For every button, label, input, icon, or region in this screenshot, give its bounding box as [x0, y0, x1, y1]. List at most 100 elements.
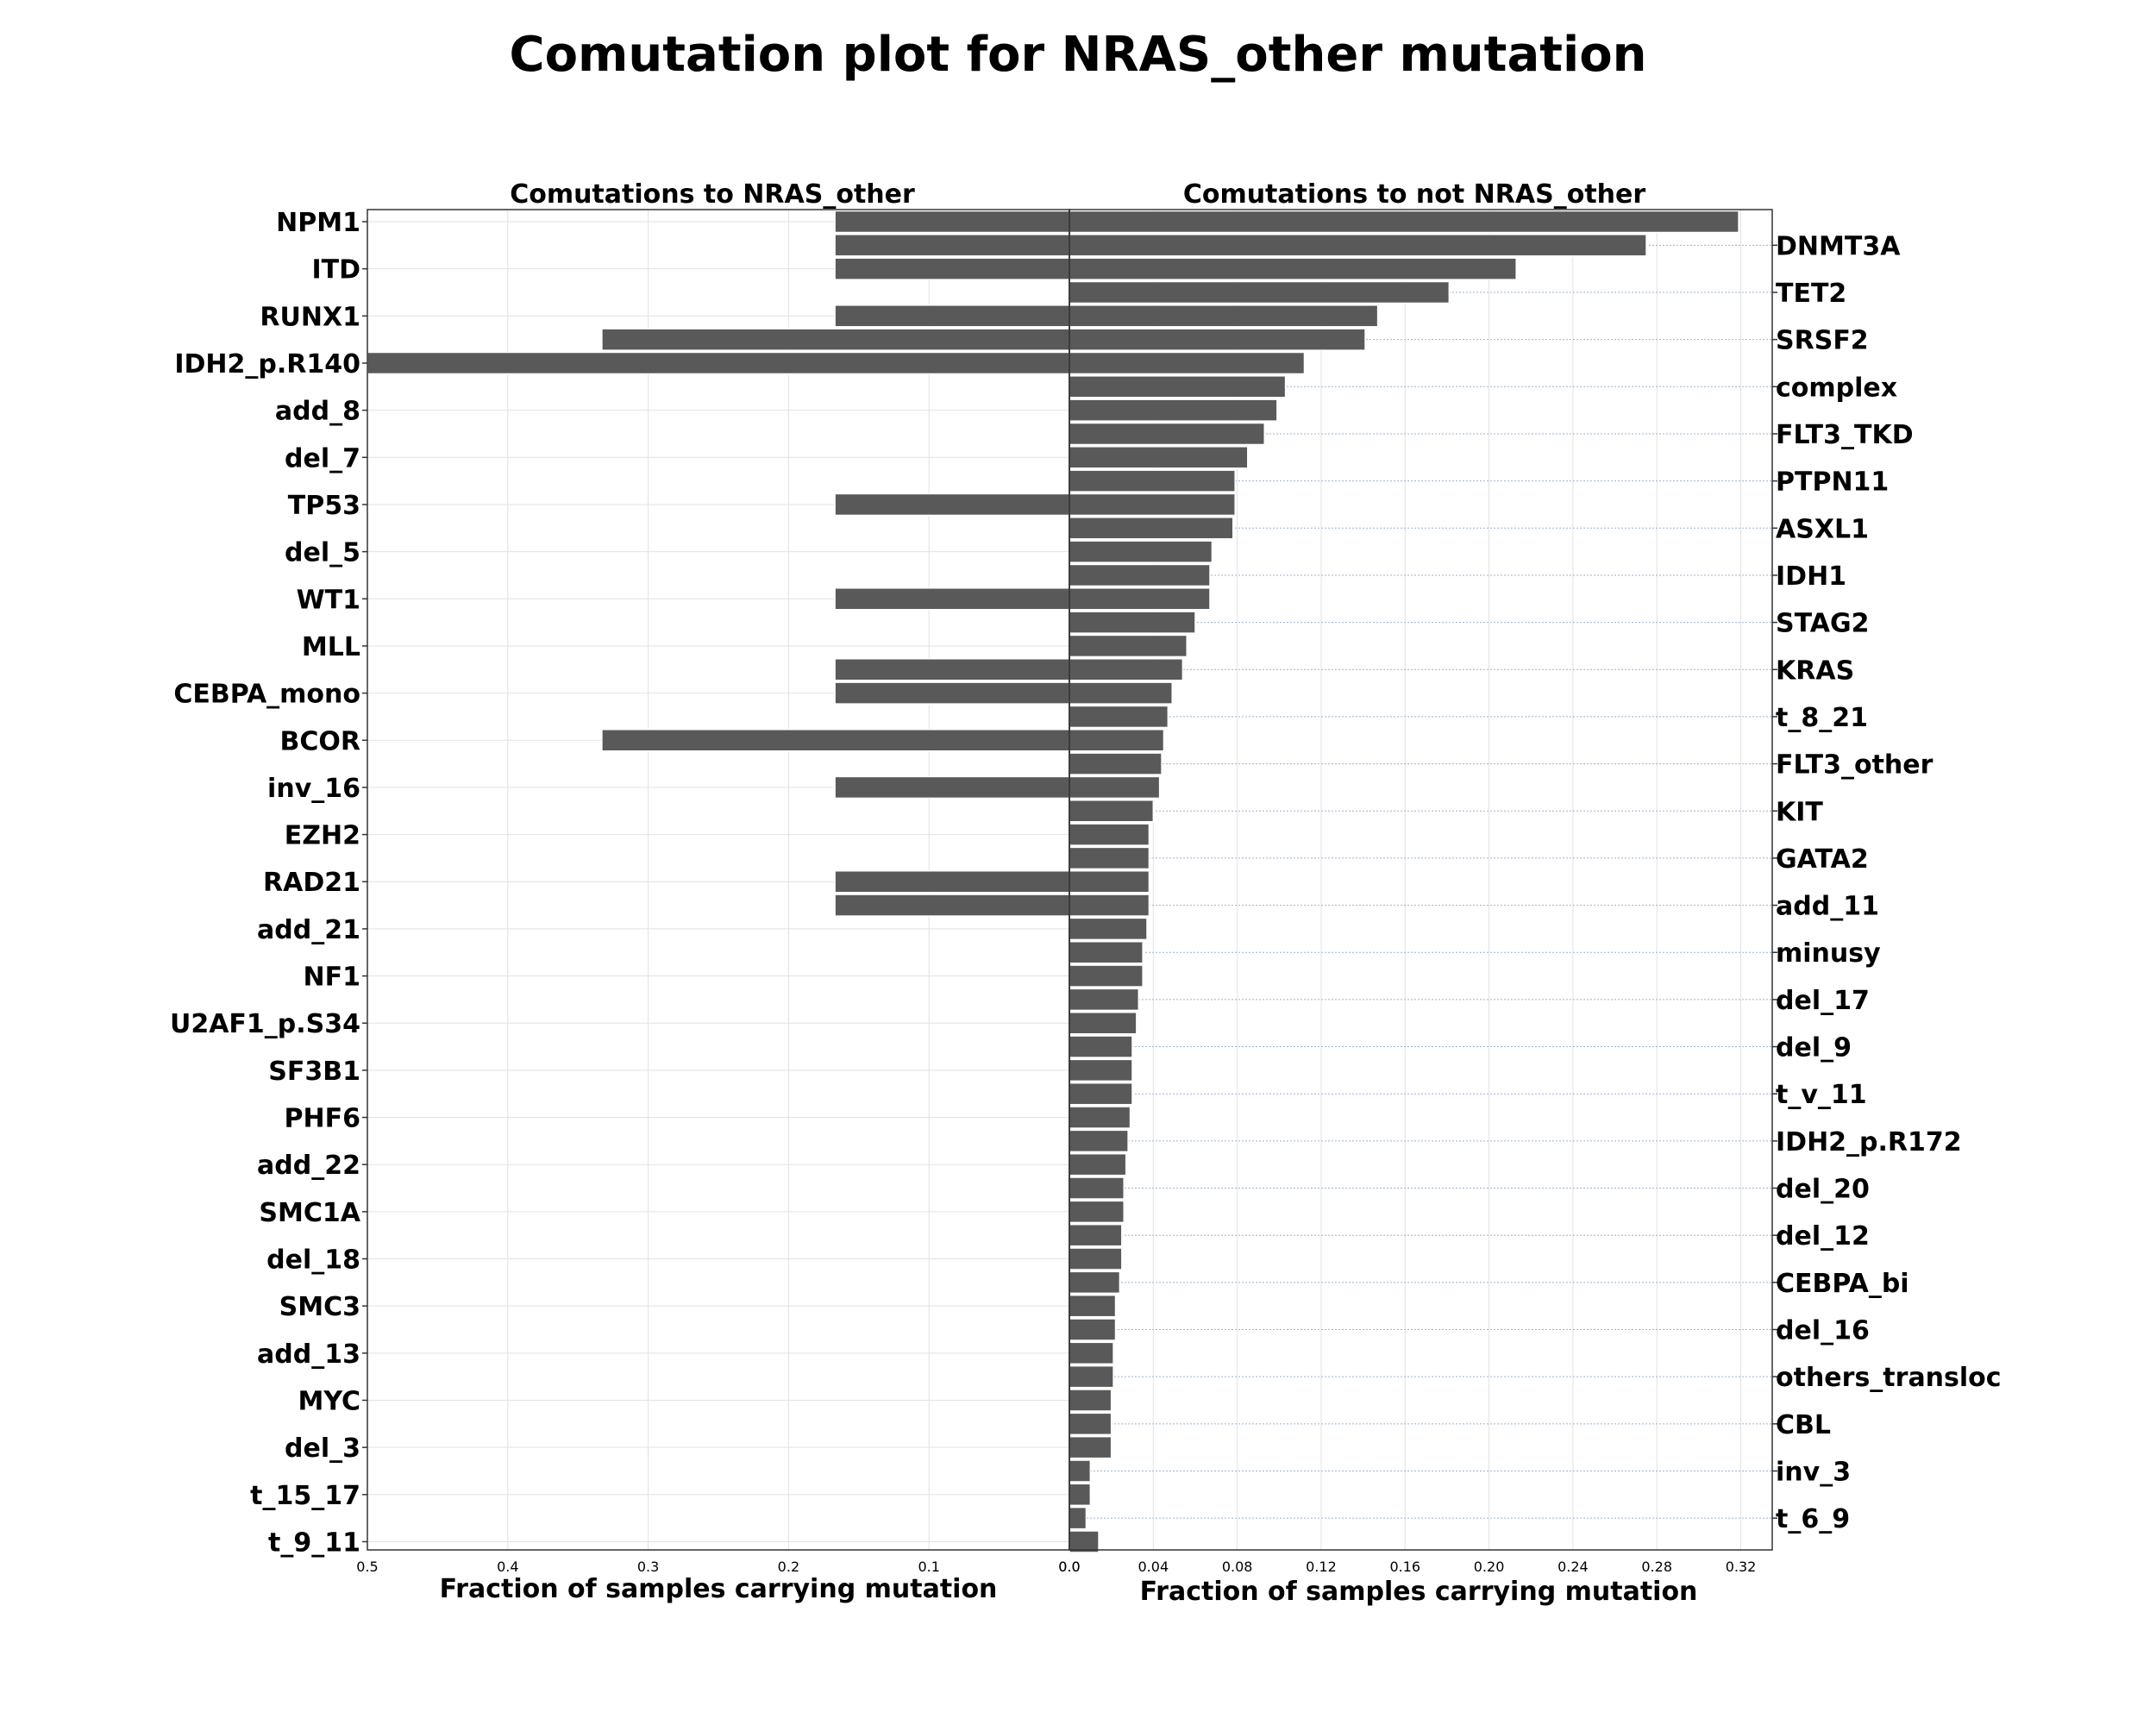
- left-category-label: RAD21: [263, 868, 360, 898]
- right-bar: [1069, 1058, 1133, 1082]
- right-category-label: complex: [1776, 373, 1897, 403]
- left-bar: [834, 257, 1070, 280]
- left-x-tick-label: 0.2: [778, 1559, 799, 1575]
- right-category-label: STAG2: [1776, 609, 1869, 639]
- right-panel-subtitle: Comutations to not NRAS_other: [1183, 179, 1646, 210]
- right-bar: [1069, 964, 1144, 988]
- right-bar: [1069, 1082, 1133, 1106]
- right-x-tick-label: 0.16: [1389, 1559, 1420, 1575]
- right-bar: [1069, 1294, 1117, 1318]
- right-bar: [1069, 1412, 1112, 1436]
- right-bar: [1069, 1506, 1087, 1530]
- left-category-label: EZH2: [285, 821, 360, 851]
- right-bar: [1069, 540, 1213, 563]
- right-category-label: CBL: [1776, 1410, 1831, 1440]
- right-bar: [1069, 1011, 1138, 1035]
- left-category-label: MLL: [302, 632, 360, 662]
- chart-title: Comutation plot for NRAS_other mutation: [509, 27, 1646, 83]
- right-bar: [1069, 869, 1150, 894]
- left-category-label: CEBPA_mono: [173, 680, 360, 710]
- left-bar: [367, 351, 1070, 375]
- right-tick-labels: 0.0 0.04 0.08 0.12 0.16 0.20 0.24 0.28 0.32: [1058, 1559, 1756, 1575]
- right-bar: [1069, 1270, 1121, 1295]
- right-category-label: del_12: [1776, 1221, 1870, 1251]
- right-x-tick-label: 0.0: [1058, 1559, 1080, 1575]
- right-bar: [1069, 563, 1211, 587]
- right-category-label: del_16: [1776, 1316, 1870, 1346]
- right-bar: [1069, 1435, 1112, 1459]
- left-bar: [834, 587, 1070, 611]
- left-bar: [834, 492, 1070, 517]
- right-bar: [1069, 752, 1163, 775]
- left-category-label: add_21: [257, 915, 360, 945]
- left-category-label: add_13: [257, 1339, 360, 1370]
- right-bar: [1069, 1129, 1129, 1153]
- left-bar: [834, 869, 1070, 894]
- left-bar: [834, 304, 1070, 328]
- right-category-label: CEBPA_bi: [1776, 1269, 1909, 1299]
- right-bar: [1069, 1459, 1092, 1483]
- left-category-label: MYC: [298, 1387, 360, 1417]
- left-bar: [834, 681, 1070, 705]
- left-category-label: ITD: [311, 255, 360, 285]
- left-category-label: IDH2_p.R140: [174, 349, 360, 380]
- right-bar: [1069, 1200, 1125, 1224]
- right-bar: [1069, 634, 1188, 658]
- left-bar: [601, 729, 1070, 752]
- left-bar: [601, 328, 1070, 351]
- right-bar: [1069, 492, 1236, 517]
- right-bar: [1069, 611, 1196, 634]
- right-bar: [1069, 1483, 1092, 1507]
- left-x-tick-label: 0.4: [497, 1559, 518, 1575]
- right-bar: [1069, 823, 1150, 846]
- right-category-label: t_8_21: [1776, 703, 1868, 733]
- right-bar: [1069, 1106, 1131, 1129]
- right-x-tick-label: 0.12: [1306, 1559, 1337, 1575]
- right-bar: [1069, 894, 1150, 917]
- right-category-label: PTPN11: [1776, 467, 1889, 498]
- right-bar: [1069, 1530, 1100, 1553]
- right-bar: [1069, 705, 1169, 729]
- left-bar: [834, 894, 1070, 917]
- right-bar: [1069, 328, 1366, 351]
- left-category-label: NPM1: [276, 208, 360, 238]
- left-category-label: del_18: [266, 1245, 360, 1276]
- right-bar: [1069, 681, 1173, 705]
- right-category-label: IDH1: [1776, 561, 1846, 592]
- left-bar: [834, 210, 1070, 234]
- left-category-label: add_22: [257, 1151, 360, 1181]
- right-category-label: ASXL1: [1776, 514, 1869, 544]
- left-bar: [834, 234, 1070, 257]
- right-bar: [1069, 517, 1234, 540]
- right-category-label: inv_3: [1776, 1457, 1851, 1487]
- left-category-labels: NPM1 ITD RUNX1 IDH2_p.R140 add_8 del_7 TP53 del…: [170, 208, 367, 1558]
- right-x-tick-label: 0.24: [1557, 1559, 1589, 1575]
- right-bar: [1069, 800, 1155, 823]
- right-bar: [1069, 658, 1184, 681]
- left-category-label: del_7: [285, 443, 360, 474]
- right-bar: [1069, 210, 1739, 234]
- right-bar: [1069, 280, 1451, 304]
- left-category-label: SMC1A: [259, 1198, 360, 1228]
- right-category-label: others_transloc: [1776, 1363, 2002, 1393]
- left-panel-subtitle: Comutations to NRAS_other: [510, 179, 915, 210]
- right-bar: [1069, 775, 1161, 800]
- right-x-tick-label: 0.04: [1138, 1559, 1169, 1575]
- left-category-label: BCOR: [280, 726, 361, 756]
- right-bar: [1069, 1035, 1133, 1058]
- left-category-label: U2AF1_p.S34: [170, 1009, 360, 1039]
- right-category-label: KRAS: [1776, 656, 1854, 686]
- left-x-tick-label: 0.5: [356, 1559, 378, 1575]
- right-bar: [1069, 1247, 1123, 1270]
- right-category-label: GATA2: [1776, 844, 1869, 875]
- right-bar: [1069, 398, 1278, 422]
- right-category-label: del_17: [1776, 986, 1870, 1016]
- left-category-label: inv_16: [267, 774, 360, 804]
- left-category-label: del_5: [285, 538, 360, 568]
- left-category-label: SMC3: [279, 1292, 360, 1322]
- right-bar: [1069, 729, 1165, 752]
- right-bar: [1069, 940, 1144, 964]
- right-category-labels: DNMT3A TET2 SRSF2 complex FLT3_TKD PTPN11 ASXL…: [1772, 231, 2002, 1534]
- right-category-label: FLT3_TKD: [1776, 420, 1914, 450]
